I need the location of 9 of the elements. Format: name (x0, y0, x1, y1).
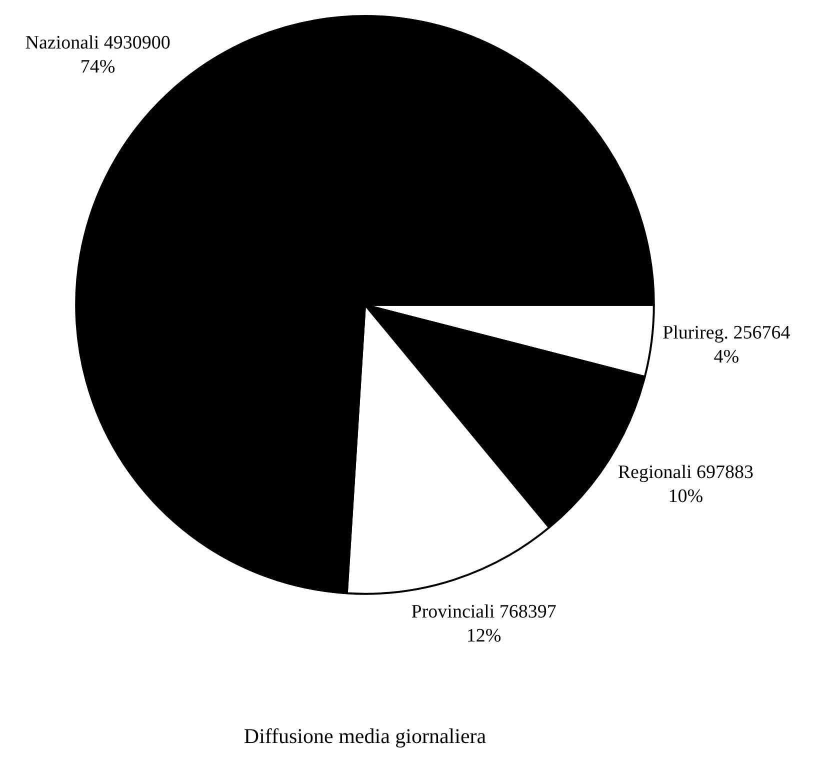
slice-label: Nazionali 4930900 (25, 32, 170, 54)
slice-label: Plurireg. 256764 (662, 322, 791, 344)
slice-label: Provinciali 768397 (411, 601, 556, 622)
data-label: 12% (466, 625, 502, 646)
data-label: 4% (714, 346, 740, 368)
data-label: 10% (668, 486, 704, 507)
text: Diffusione media giornaliera (244, 724, 487, 748)
data-label: 74% (80, 56, 116, 78)
slice-label: Regionali 697883 (618, 462, 754, 483)
